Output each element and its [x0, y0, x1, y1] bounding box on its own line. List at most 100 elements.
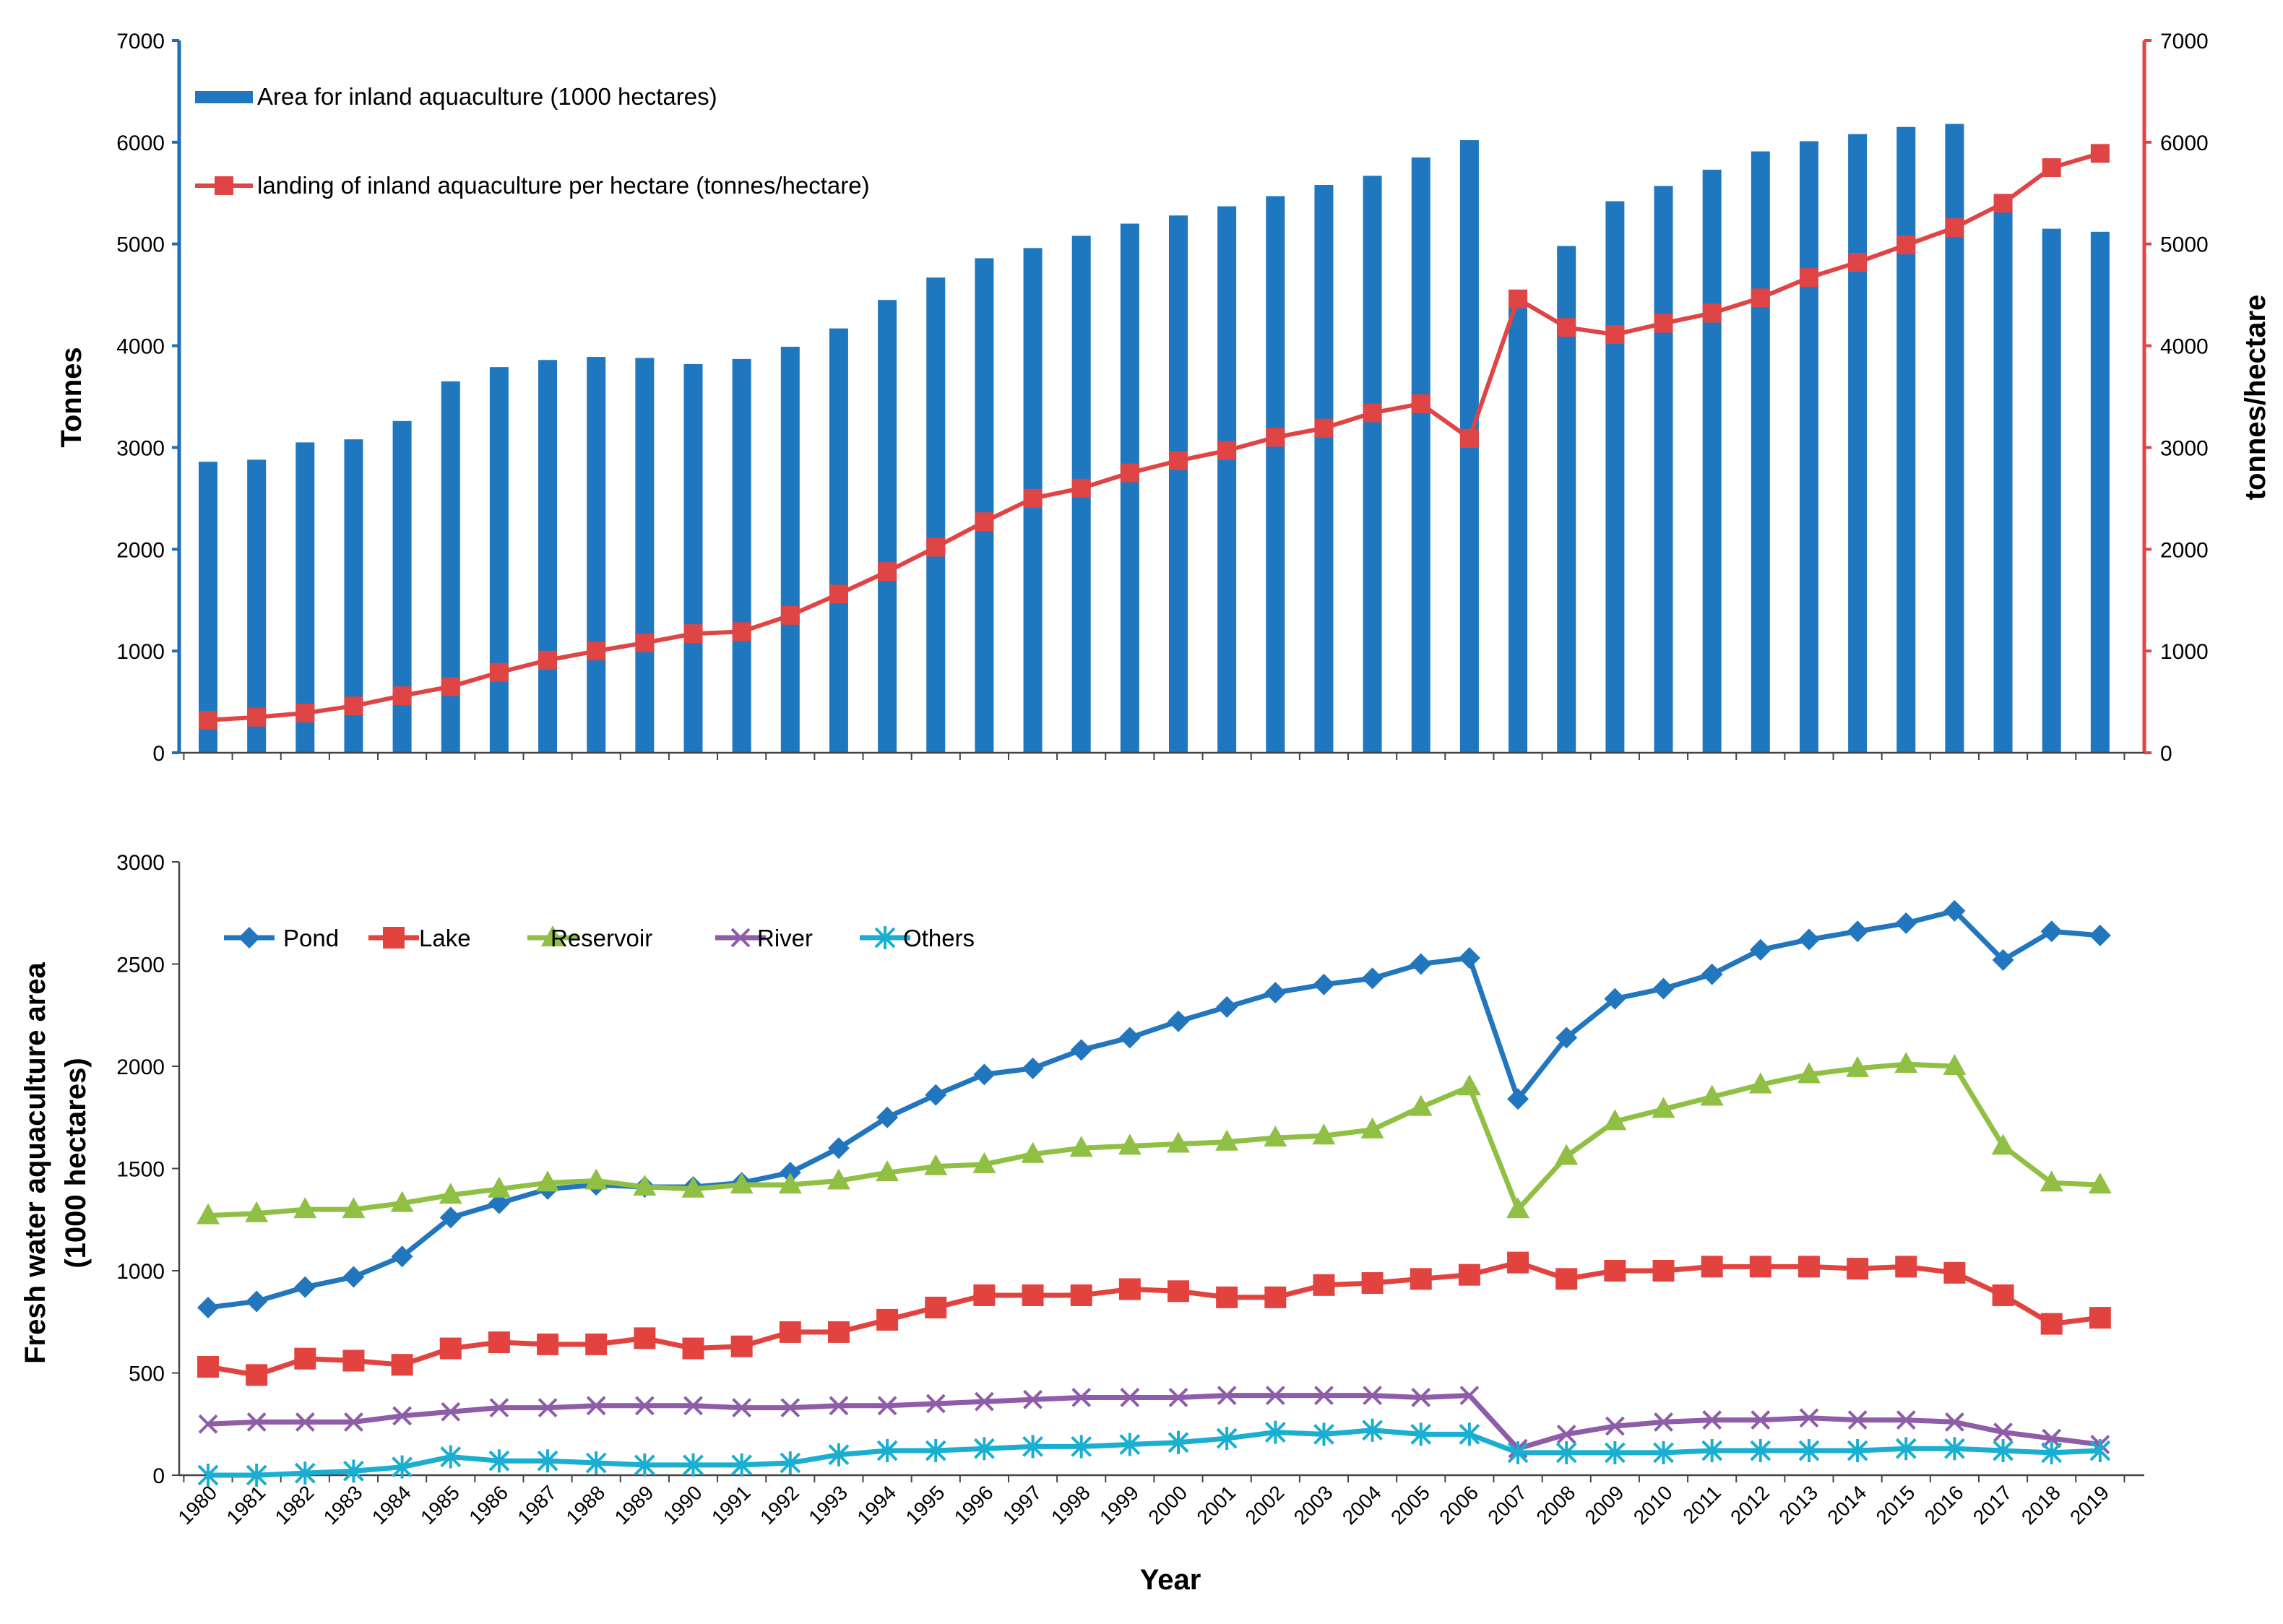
legend-landing-label: landing of inland aquaculture per hectar…: [257, 172, 870, 199]
bottom-chart-freshwater-area: 0 500 1000 1500 2000 2500 3000 1980 1981 1982 1983…: [20, 851, 2144, 1596]
others-marker-1985: [440, 1445, 462, 1469]
top-right-tick-label: 6000: [2160, 131, 2209, 155]
reservoir-marker-2004: [1360, 1117, 1384, 1139]
landing-marker-2005: [1411, 394, 1430, 413]
lake-marker-2006: [1458, 1264, 1480, 1286]
year-tick-label: 2002: [1241, 1481, 1289, 1529]
pond-marker-2014: [1847, 920, 1869, 943]
legend-others-marker: [874, 926, 896, 949]
bar-1980: [199, 462, 217, 753]
others-marker-2008: [1555, 1441, 1577, 1464]
river-marker-1990: [683, 1396, 703, 1416]
river-marker-1987: [538, 1398, 558, 1418]
lake-marker-1997: [1022, 1284, 1044, 1306]
landing-marker-1983: [344, 696, 363, 716]
river-marker-2000: [1168, 1388, 1188, 1407]
bottom-y-tick-label: 3000: [116, 851, 165, 875]
others-marker-2010: [1653, 1441, 1674, 1464]
year-tick-label: 1993: [804, 1481, 852, 1529]
reservoir-marker-1991: [730, 1172, 754, 1194]
landing-marker-2009: [1605, 325, 1625, 345]
bar-2019: [2090, 231, 2110, 753]
bar-1996: [975, 258, 994, 753]
legend-others-label: Others: [903, 925, 975, 951]
landing-marker-1998: [1071, 478, 1091, 498]
reservoir-marker-1981: [245, 1201, 269, 1222]
pond-marker-2016: [1943, 899, 1966, 922]
year-tick-label: 2007: [1483, 1481, 1531, 1529]
top-left-tick-label: 5000: [116, 233, 165, 257]
year-tick-label: 2019: [2066, 1481, 2113, 1529]
top-right-tick-label: 5000: [2160, 233, 2209, 257]
pond-marker-2003: [1313, 973, 1335, 995]
year-tick-label: 1991: [707, 1481, 755, 1529]
bar-2002: [1266, 196, 1285, 753]
reservoir-marker-1986: [487, 1176, 511, 1198]
lake-marker-2007: [1507, 1251, 1529, 1274]
bottom-y-tick-label: 0: [152, 1464, 165, 1488]
bottom-y-tick-label: 500: [129, 1362, 165, 1386]
landing-marker-1991: [732, 622, 751, 642]
year-tick-label: 2004: [1338, 1481, 1386, 1529]
top-right-axis-title: tonnes/hectare: [2240, 295, 2271, 501]
reservoir-marker-2009: [1603, 1109, 1627, 1131]
pond-marker-2008: [1555, 1027, 1578, 1049]
bottom-y-tick-label: 2000: [116, 1055, 165, 1079]
landing-marker-2004: [1363, 403, 1382, 423]
others-marker-2013: [1798, 1439, 1820, 1463]
year-tick-label: 2000: [1144, 1481, 1191, 1529]
top-left-tick-label: 2000: [116, 538, 165, 562]
landing-marker-2010: [1654, 314, 1673, 333]
bottom-y-axis-title-line: Fresh water aquaculture area: [20, 962, 51, 1364]
river-marker-1984: [392, 1406, 413, 1426]
others-marker-1988: [585, 1451, 607, 1475]
reservoir-marker-1980: [197, 1203, 220, 1225]
bar-2007: [1509, 305, 1528, 753]
top-right-tick-label: 7000: [2160, 30, 2209, 53]
others-marker-1984: [392, 1455, 413, 1479]
lake-marker-2012: [1749, 1256, 1771, 1278]
year-tick-label: 2011: [1678, 1481, 1725, 1528]
pond-marker-2007: [1507, 1088, 1529, 1110]
pond-marker-1998: [1070, 1039, 1092, 1061]
legend-bar-label: Area for inland aquaculture (1000 hectar…: [257, 83, 717, 110]
lake-marker-1981: [246, 1364, 268, 1386]
others-marker-1993: [828, 1443, 850, 1467]
landing-marker-1990: [683, 624, 703, 644]
reservoir-marker-1998: [1069, 1136, 1093, 1157]
reservoir-marker-1992: [778, 1172, 802, 1194]
others-marker-2001: [1216, 1427, 1238, 1451]
bar-2017: [1993, 204, 2013, 753]
landing-marker-2015: [1896, 236, 1916, 255]
lake-marker-1995: [925, 1296, 947, 1318]
pond-marker-2019: [2089, 924, 2111, 946]
river-marker-1989: [634, 1396, 655, 1416]
landing-marker-2018: [2042, 158, 2061, 178]
top-left-tick-label: 7000: [116, 30, 165, 53]
river-marker-1998: [1071, 1388, 1092, 1407]
lake-marker-1986: [488, 1331, 510, 1354]
river-line: [207, 1393, 2101, 1451]
landing-marker-2019: [2090, 144, 2110, 163]
pond-marker-1981: [246, 1290, 268, 1313]
reservoir-marker-2014: [1846, 1055, 1870, 1077]
others-marker-2016: [1943, 1437, 1965, 1461]
bar-2018: [2042, 228, 2061, 753]
landing-marker-2012: [1751, 288, 1770, 308]
bar-2000: [1169, 215, 1188, 753]
year-tick-label: 1992: [756, 1481, 803, 1529]
reservoir-marker-1985: [439, 1183, 462, 1204]
others-marker-2014: [1847, 1439, 1868, 1463]
others-line: [208, 1428, 2100, 1478]
bottom-y-axis-title: Fresh water aquaculture area (1000 hectar…: [20, 962, 92, 1364]
year-tick-label: 1989: [610, 1481, 658, 1529]
bar-2005: [1411, 157, 1430, 753]
bottom-x-axis-title: Year: [1140, 1564, 1201, 1596]
pond-marker-2009: [1604, 988, 1626, 1010]
lake-marker-1984: [391, 1354, 413, 1376]
pond-marker-2004: [1361, 967, 1384, 990]
landing-marker-1992: [780, 605, 800, 625]
river-marker-1993: [829, 1396, 849, 1416]
landing-marker-1994: [878, 562, 897, 582]
others-marker-1983: [343, 1459, 364, 1483]
